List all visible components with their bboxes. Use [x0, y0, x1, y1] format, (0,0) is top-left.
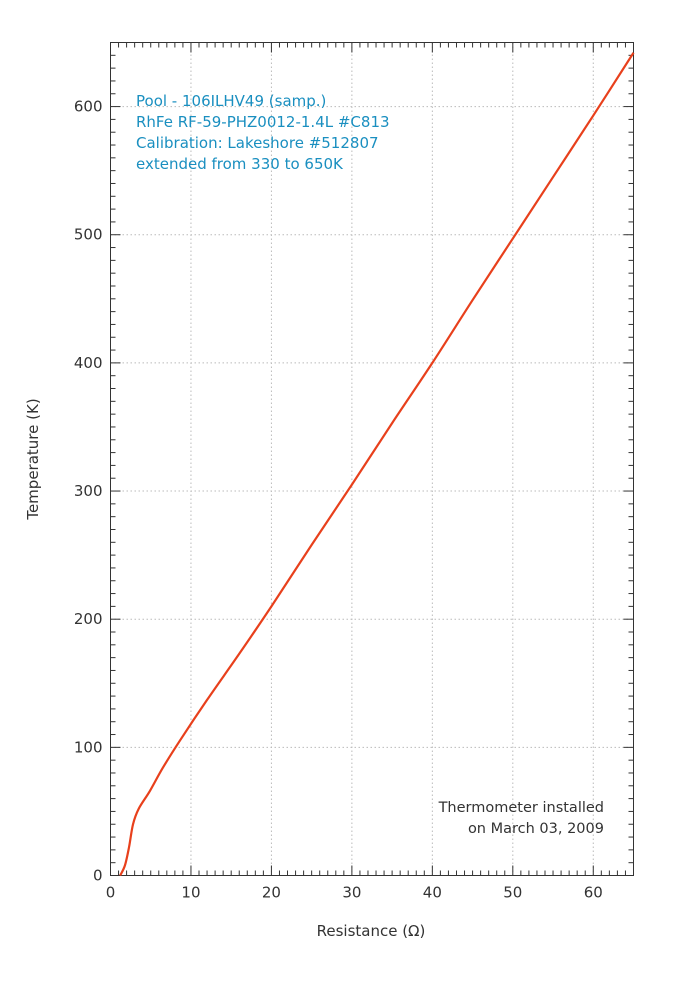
series-line [119, 52, 635, 876]
x-tick-label: 10 [181, 884, 200, 902]
y-tick-label: 600 [74, 98, 103, 116]
note-line-1: Thermometer installed [438, 800, 604, 816]
y-tick-label: 300 [74, 482, 103, 500]
y-tick-label: 500 [74, 226, 103, 244]
x-tick-label: 40 [423, 884, 442, 902]
annotation-line-2: RhFe RF-59-PHZ0012-1.4L #C813 [136, 113, 390, 131]
y-axis-label: Temperature (K) [24, 398, 42, 520]
annotation-line-3: Calibration: Lakeshore #512807 [136, 134, 379, 152]
annotation-line-1: Pool - 106ILHV49 (samp.) [136, 92, 326, 110]
note-line-2: on March 03, 2009 [468, 821, 604, 837]
plot-frame [110, 42, 634, 876]
y-tick-label: 200 [74, 610, 103, 628]
x-axis-label: Resistance (Ω) [317, 922, 426, 940]
x-tick-label: 50 [503, 884, 522, 902]
y-tick-label: 0 [93, 867, 103, 885]
x-tick-label: 60 [584, 884, 603, 902]
x-tick-label: 20 [262, 884, 281, 902]
grid [110, 42, 634, 876]
y-tick-label: 100 [74, 738, 103, 756]
x-tick-label: 0 [106, 884, 116, 902]
y-tick-label: 400 [74, 354, 103, 372]
x-tick-label: 30 [342, 884, 361, 902]
annotation-line-4: extended from 330 to 650K [136, 155, 344, 173]
